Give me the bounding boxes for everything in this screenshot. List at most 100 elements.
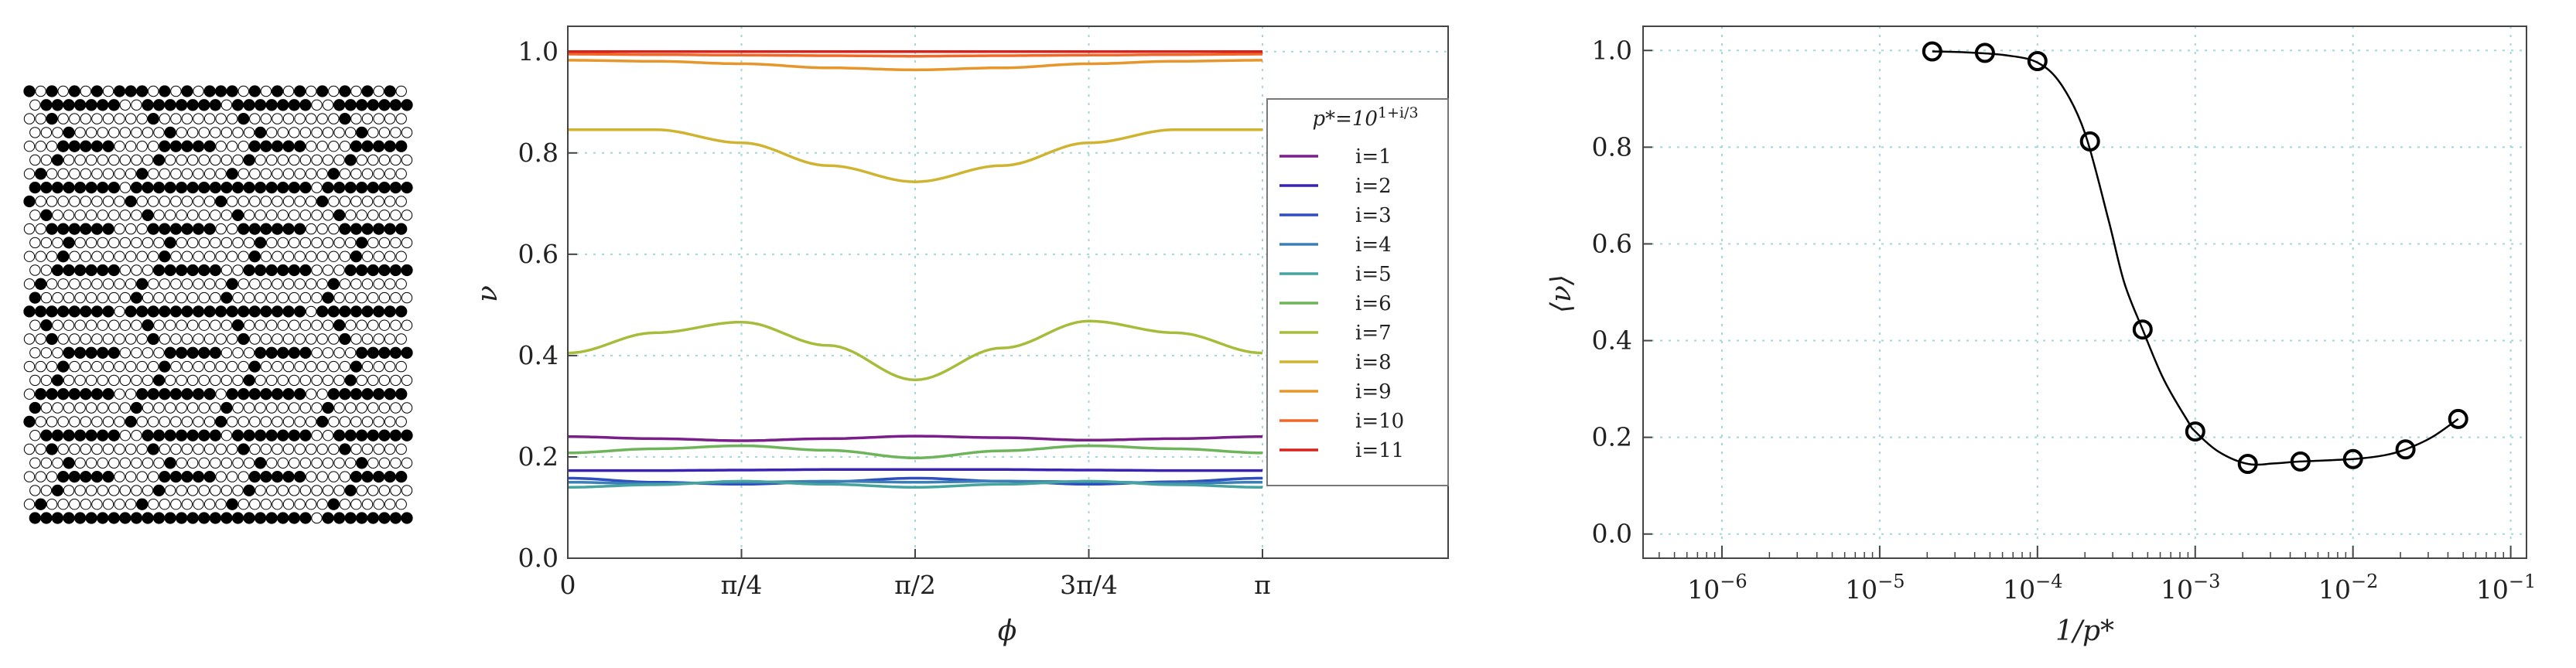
lattice-site-filled xyxy=(152,154,166,166)
lattice-site-empty xyxy=(102,113,114,124)
lattice-site-empty xyxy=(108,374,120,387)
lattice-site-filled xyxy=(136,388,149,400)
lattice-site-filled xyxy=(339,388,351,400)
lattice-site-empty xyxy=(345,127,357,138)
lattice-site-filled xyxy=(333,209,346,221)
lattice-site-empty xyxy=(277,374,289,387)
lattice-site-empty xyxy=(311,485,323,496)
lattice-site-filled xyxy=(243,374,255,387)
lattice-site-empty xyxy=(311,374,323,387)
lattice-site-filled xyxy=(57,470,70,483)
lattice-site-filled xyxy=(40,209,53,221)
lattice-site-filled xyxy=(361,388,374,400)
lattice-site-empty xyxy=(125,388,137,400)
lattice-site-filled xyxy=(277,512,289,524)
lattice-site-empty xyxy=(361,196,374,207)
lattice-site-filled xyxy=(34,305,47,318)
lattice-site-empty xyxy=(125,168,137,180)
lattice-site-empty xyxy=(46,499,58,510)
lattice-site-empty xyxy=(131,127,142,138)
lattice-site-empty xyxy=(333,402,345,414)
lattice-site-empty xyxy=(159,499,171,510)
lattice-site-filled xyxy=(80,223,92,235)
lattice-site-empty xyxy=(23,471,36,482)
lattice-site-empty xyxy=(210,457,221,469)
lattice-site-filled xyxy=(254,512,267,524)
lattice-site-empty xyxy=(299,210,312,221)
lattice-site-filled xyxy=(231,99,244,111)
lattice-site-filled xyxy=(327,498,340,510)
data-point xyxy=(2290,451,2311,472)
lattice-site-filled xyxy=(136,85,149,97)
lattice-site-empty xyxy=(91,443,103,455)
lattice-site-empty xyxy=(282,443,295,455)
x-tick-label: 10−4 xyxy=(2003,571,2062,605)
lattice-site-filled xyxy=(46,332,58,346)
lattice-site-empty xyxy=(29,485,41,496)
lattice-site-empty xyxy=(80,416,92,428)
y-tick-label: 0.0 xyxy=(518,543,559,573)
lattice-site-filled xyxy=(395,140,408,152)
lattice-site-filled xyxy=(248,85,261,97)
lattice-site-empty xyxy=(237,85,249,97)
lattice-site-filled xyxy=(164,512,176,524)
lattice-site-empty xyxy=(306,196,317,207)
lattice-site-filled xyxy=(147,223,159,235)
lattice-site-filled xyxy=(367,99,379,111)
lattice-site-filled xyxy=(176,264,188,277)
lattice-site-filled xyxy=(169,140,183,152)
lattice-site-empty xyxy=(316,168,328,180)
lattice-site-empty xyxy=(142,485,154,496)
lattice-site-empty xyxy=(390,154,401,166)
lattice-site-empty xyxy=(119,237,132,249)
lattice-site-filled xyxy=(198,264,210,277)
lattice-site-empty xyxy=(294,499,306,510)
lattice-site-filled xyxy=(203,140,216,152)
lattice-site-filled xyxy=(277,181,289,194)
lattice-site-filled xyxy=(333,512,346,524)
lattice-site-empty xyxy=(361,168,374,180)
lattice-site-empty xyxy=(311,512,323,524)
lattice-site-filled xyxy=(237,305,250,318)
lattice-site-empty xyxy=(125,278,137,290)
lattice-site-empty xyxy=(52,291,63,304)
lattice-site-empty xyxy=(40,374,53,387)
lattice-site-empty xyxy=(322,210,334,221)
lattice-site-empty xyxy=(277,154,289,166)
lattice-site-filled xyxy=(203,388,216,400)
series-line-i=10 xyxy=(568,53,1262,58)
lattice-site-empty xyxy=(97,127,108,138)
lattice-site-empty xyxy=(311,127,323,138)
lattice-site-empty xyxy=(294,113,306,124)
lattice-site-filled xyxy=(265,429,278,441)
lattice-site-empty xyxy=(401,237,413,249)
lattice-site-empty xyxy=(311,291,323,304)
lattice-site-filled xyxy=(356,264,368,277)
lattice-site-filled xyxy=(186,429,199,441)
lattice-site-empty xyxy=(63,485,75,496)
lattice-site-empty xyxy=(237,360,249,373)
lattice-site-filled xyxy=(316,195,329,208)
lattice-site-filled xyxy=(356,99,368,111)
lattice-site-empty xyxy=(395,416,407,428)
lattice-site-empty xyxy=(361,113,374,124)
lattice-site-empty xyxy=(85,485,97,496)
lattice-site-filled xyxy=(243,154,255,166)
lattice-site-empty xyxy=(384,499,396,510)
lattice-site-empty xyxy=(148,168,159,180)
x-tick-label: π xyxy=(1254,570,1271,600)
lattice-site-empty xyxy=(266,237,278,249)
lattice-site-empty xyxy=(198,374,210,387)
lattice-site-empty xyxy=(164,210,176,221)
x-tick-exp: −6 xyxy=(1720,571,1747,592)
lattice-site-empty xyxy=(345,237,357,249)
lattice-site-empty xyxy=(249,333,261,345)
data-point xyxy=(2342,448,2363,469)
x-axis-label: 1/p* xyxy=(2055,615,2114,647)
lattice-site-empty xyxy=(40,127,53,138)
lattice-site-filled xyxy=(282,305,295,318)
lattice-site-empty xyxy=(193,499,204,510)
lattice-site-filled xyxy=(367,181,379,194)
lattice-site-filled xyxy=(243,181,255,194)
x-tick-exp: −2 xyxy=(2351,571,2378,592)
